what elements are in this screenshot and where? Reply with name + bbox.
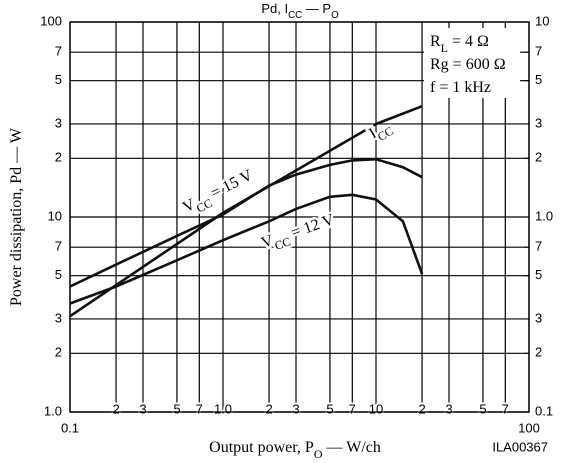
text-part: f = 1 kHz: [430, 79, 491, 96]
text-part: — W/ch: [323, 439, 381, 456]
conditions-box: [424, 28, 520, 98]
y-tick-label: 2: [55, 345, 62, 360]
text-part: O: [314, 447, 323, 461]
y2-tick-label: 3: [535, 115, 542, 130]
y-tick-label: 1.0: [44, 403, 62, 418]
text-part: O: [331, 10, 339, 21]
text-part: R: [430, 33, 441, 50]
x-tick-label: 100: [518, 420, 540, 435]
y2-tick-label: 7: [535, 239, 542, 254]
x-tick-label: 0.1: [61, 420, 79, 435]
y2-tick-label: 3: [535, 310, 542, 325]
y2-tick-label: 10: [535, 13, 549, 28]
y2-tick-label: 2: [535, 345, 542, 360]
x-tick-label: 5: [479, 401, 486, 416]
text-part: = 4 Ω: [448, 33, 489, 50]
y-tick-label: 10: [48, 208, 62, 223]
curve: [69, 104, 423, 318]
text-part: CC: [288, 10, 302, 21]
y-tick-label: 3: [55, 115, 62, 130]
condition: RL = 4 Ω: [430, 33, 489, 55]
x-tick-label: 3: [292, 401, 299, 416]
x-tick-label: 3: [139, 401, 146, 416]
x-tick-label: 1.0: [214, 401, 232, 416]
text-part: — P: [302, 1, 331, 16]
text-part: Power dissipation, Pd — W: [8, 127, 25, 306]
x-tick-label: 7: [502, 401, 509, 416]
y2-tick-label: 1.0: [535, 208, 553, 223]
x-tick-label: 10: [369, 401, 383, 416]
y-tick-label: 2: [55, 150, 62, 165]
series-label: VCC = 15 V: [180, 166, 258, 220]
x-tick-label: 5: [326, 401, 333, 416]
y-tick-label: 3: [55, 310, 62, 325]
y-tick-label: 100: [40, 13, 62, 28]
text-part: = 12 V: [285, 211, 337, 243]
condition: f = 1 kHz: [430, 79, 491, 96]
x-tick-label: 7: [349, 401, 356, 416]
y-tick-label: 7: [55, 239, 62, 254]
x-tick-label: 5: [173, 401, 180, 416]
text-part: Rg = 600 Ω: [430, 56, 506, 73]
figure-code: ILA00367: [492, 439, 548, 454]
condition: Rg = 600 Ω: [430, 56, 506, 73]
curve: [69, 157, 423, 288]
x-tick-label: 7: [196, 401, 203, 416]
y-tick-label: 5: [55, 267, 62, 282]
text-part: L: [441, 41, 448, 55]
y2-tick-label: 5: [535, 267, 542, 282]
text-part: Pd, I: [261, 1, 288, 16]
x-tick-label: 2: [112, 401, 119, 416]
text-part: CC: [375, 123, 396, 143]
x-tick-label: 2: [418, 401, 425, 416]
y-tick-label: 7: [55, 44, 62, 59]
y-axis-label: Power dissipation, Pd — W: [8, 127, 25, 306]
y-tick-label: 5: [55, 72, 62, 87]
y2-tick-label: 0.1: [535, 403, 553, 418]
y2-tick-label: 7: [535, 44, 542, 59]
text-part: Output power, P: [209, 439, 314, 456]
chart-title: Pd, ICC — PO: [261, 1, 339, 21]
x-tick-label: 2: [265, 401, 272, 416]
x-axis-label: Output power, PO — W/ch: [209, 439, 381, 461]
y2-tick-label: 5: [535, 72, 542, 87]
curve: [69, 193, 424, 305]
x-tick-label: 3: [445, 401, 452, 416]
y2-tick-label: 2: [535, 150, 542, 165]
